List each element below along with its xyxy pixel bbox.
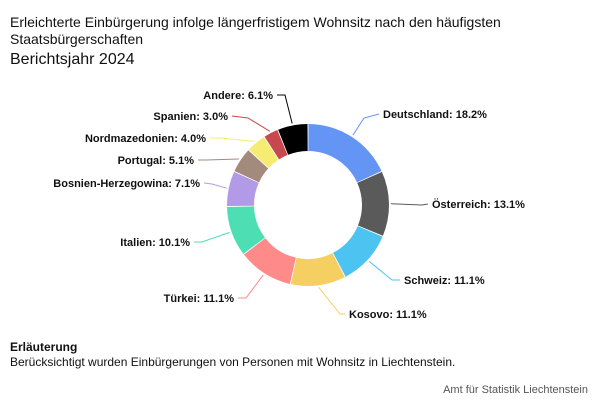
data-label-kosovo: Kosovo: 11.1%: [349, 309, 427, 321]
slice-andere: [278, 124, 308, 155]
slice-oesterreich: [357, 171, 389, 236]
chart-subtitle: Berichtsjahr 2024: [10, 51, 135, 68]
slice-portugal: [234, 150, 269, 183]
footnote-title: Erläuterung: [10, 340, 78, 354]
leader-line-italien: [194, 231, 230, 243]
data-label-deutschland: Deutschland: 18.2%: [383, 109, 487, 121]
leader-line-portugal: [198, 158, 239, 161]
data-label-portugal: Portugal: 5.1%: [118, 155, 195, 167]
slice-spanien: [264, 130, 288, 160]
data-label-tuerkei: Türkei: 11.1%: [164, 293, 235, 305]
data-label-italien: Italien: 10.1%: [120, 237, 190, 249]
leader-line-bosnien-herzegowina: [203, 182, 227, 189]
source-credit: Amt für Statistik Liechtenstein: [443, 384, 588, 396]
slice-italien: [227, 206, 265, 254]
slice-kosovo: [290, 253, 345, 286]
data-label-oesterreich: Österreich: 13.1%: [432, 198, 525, 211]
data-labels: Deutschland: 18.2% Österreich: 13.1% Schwe…: [53, 90, 525, 321]
slice-deutschland: [308, 124, 382, 183]
footnote-text: Berücksichtigt wurden Einbürgerungen von…: [10, 355, 456, 369]
slice-tuerkei: [243, 238, 296, 284]
data-label-bosnien-herzegowina: Bosnien-Herzegowina: 7.1%: [53, 178, 200, 190]
leader-lines: [194, 94, 429, 315]
leader-line-deutschland: [352, 113, 380, 136]
leader-line-tuerkei: [238, 274, 264, 299]
data-label-schweiz: Schweiz: 11.1%: [404, 275, 485, 287]
leader-line-schweiz: [368, 260, 400, 281]
donut-slices: [227, 124, 389, 286]
leader-line-oesterreich: [390, 203, 429, 206]
leader-line-nordmazedonien: [210, 137, 255, 142]
leader-line-spanien: [231, 115, 271, 132]
data-label-andere: Andere: 6.1%: [203, 90, 273, 102]
slice-schweiz: [333, 226, 383, 277]
data-label-nordmazedonien: Nordmazedonien: 4.0%: [85, 133, 206, 145]
chart-title: Erleichterte Einbürgerung infolge länger…: [10, 14, 501, 47]
leader-line-kosovo: [318, 287, 345, 315]
slice-bosnien-herzegowina: [227, 171, 259, 207]
leader-line-andere: [277, 94, 293, 124]
slice-nordmazedonien: [248, 137, 279, 169]
data-label-spanien: Spanien: 3.0%: [153, 111, 228, 123]
